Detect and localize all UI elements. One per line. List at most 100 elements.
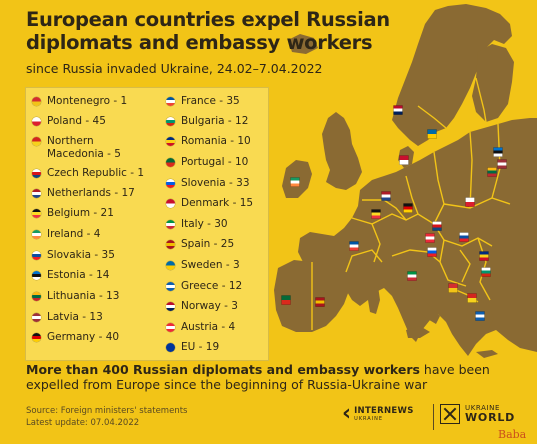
flag-icon <box>166 261 175 270</box>
map-flag-marker <box>448 283 458 293</box>
land-group <box>274 4 537 358</box>
crete-region <box>476 350 498 358</box>
flag-icon <box>32 333 41 342</box>
flag-icon <box>32 189 41 198</box>
flag-stripe <box>315 300 325 304</box>
scandinavia-region <box>392 4 512 146</box>
flag-icon <box>166 179 175 188</box>
ukraine-world-line2: WORLD <box>465 411 516 424</box>
flag-stripe <box>427 253 437 257</box>
map-flag-marker <box>497 159 507 169</box>
map-flag-marker <box>290 177 300 187</box>
legend-label: Lithuania - 13 <box>47 290 120 302</box>
flag-icon <box>166 199 175 208</box>
legend-item: Austria - 4 <box>166 321 266 337</box>
flag-stripe <box>448 288 458 293</box>
flag-stripe <box>487 170 497 174</box>
flag-frame <box>479 251 489 261</box>
flag-stripe <box>493 150 503 154</box>
flag-frame <box>427 129 437 139</box>
flag-stripe <box>497 165 507 169</box>
flag-icon <box>166 158 175 167</box>
flag-frame <box>399 155 409 165</box>
flag-icon <box>32 137 41 146</box>
map-flag-marker <box>459 232 469 242</box>
iceland-region <box>288 34 318 54</box>
legend-item: Denmark - 15 <box>166 197 266 213</box>
map-flags <box>281 105 507 321</box>
flag-stripe <box>315 297 325 301</box>
legend-label: Romania - 10 <box>181 135 251 147</box>
mainland-region <box>298 118 537 356</box>
map-flag-marker <box>315 297 325 307</box>
map-flag-marker <box>393 105 403 115</box>
legend-item: Lithuania - 13 <box>32 290 158 306</box>
flag-stripe <box>393 105 403 109</box>
flag-stripe <box>281 300 291 305</box>
flag-stripe <box>290 183 300 187</box>
update-note: Latest update: 07.04.2022 <box>26 418 140 428</box>
flag-icon <box>166 282 175 291</box>
flag-stripe <box>425 236 435 240</box>
flag-icon <box>166 302 175 311</box>
internews-sub: UKRAINE <box>354 416 384 422</box>
source-note: Source: Foreign ministers' statements <box>26 406 188 416</box>
legend-label: Denmark - 15 <box>181 197 254 209</box>
flag-stripe <box>459 232 469 236</box>
legend-label: EU - 19 <box>181 341 220 353</box>
map-flag-marker <box>399 155 409 165</box>
flag-frame <box>371 209 381 219</box>
flag-frame <box>493 147 503 157</box>
map-flag-marker <box>487 167 497 177</box>
flag-icon <box>32 271 41 280</box>
legend-item: Belgium - 21 <box>32 207 158 223</box>
flag-icon <box>32 117 41 126</box>
map-flag-marker <box>475 311 485 321</box>
flag-stripe <box>393 111 403 115</box>
legend-label: Greece - 12 <box>181 280 243 292</box>
flag-frame <box>465 197 475 207</box>
flag-stripe <box>475 311 485 315</box>
legend-label: Bulgaria - 12 <box>181 115 249 127</box>
legend-item: Slovakia - 35 <box>32 249 158 265</box>
flag-stripe <box>427 134 437 139</box>
legend-label: Montenegro - 1 <box>47 95 128 107</box>
legend-item: Greece - 12 <box>166 280 266 296</box>
summary-bold: More than 400 Russian diplomats and emba… <box>26 362 420 377</box>
map-flag-marker <box>407 271 417 281</box>
flag-frame <box>393 105 403 115</box>
flag-icon <box>32 97 41 106</box>
flag-icon <box>32 313 41 322</box>
flag-stripe <box>371 215 381 219</box>
legend-label: Belgium - 21 <box>47 207 114 219</box>
chart-subtitle: since Russia invaded Ukraine, 24.02–7.04… <box>26 61 323 76</box>
flag-frame <box>487 167 497 177</box>
flag-stripe <box>399 160 409 165</box>
legend-label: Germany - 40 <box>47 331 120 343</box>
flag-frame <box>281 295 291 305</box>
legend-item: Bulgaria - 12 <box>166 115 266 131</box>
flag-stripe <box>459 238 469 242</box>
legend-label: Spain - 25 <box>181 238 235 250</box>
flag-frame <box>381 191 391 201</box>
map-flag-marker <box>349 241 359 251</box>
flag-stripe <box>432 227 442 231</box>
flag-stripe <box>497 162 507 166</box>
internews-mark-icon: ‹ <box>342 401 352 426</box>
logo-divider <box>433 404 434 430</box>
legend-label: Austria - 4 <box>181 321 236 333</box>
flag-stripe <box>349 244 359 248</box>
legend-item: Montenegro - 1 <box>32 95 158 111</box>
flag-stripe <box>479 254 489 258</box>
flag-stripe <box>493 147 503 151</box>
flag-frame <box>432 221 442 231</box>
legend-label: Slovenia - 33 <box>181 177 250 189</box>
flag-stripe <box>475 314 485 318</box>
legend-label: Poland - 45 <box>47 115 106 127</box>
legend-item: Netherlands - 17 <box>32 187 158 203</box>
flag-frame <box>497 159 507 169</box>
map-flag-marker <box>371 209 381 219</box>
legend-label: Czech Republic - 1 <box>47 167 145 179</box>
flag-stripe <box>497 159 507 163</box>
summary-rest: have been expelled from Europe since the… <box>26 362 490 392</box>
